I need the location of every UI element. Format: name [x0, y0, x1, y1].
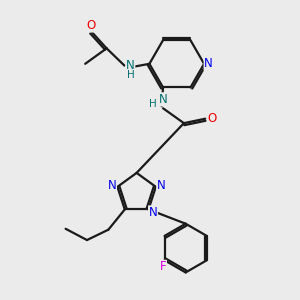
Text: N: N — [204, 57, 213, 70]
Text: O: O — [207, 112, 216, 125]
Text: O: O — [86, 19, 95, 32]
Text: N: N — [108, 179, 116, 192]
Text: N: N — [148, 206, 157, 219]
Text: H: H — [149, 99, 157, 109]
Text: N: N — [159, 93, 167, 106]
Text: F: F — [160, 260, 166, 273]
Text: N: N — [157, 179, 166, 192]
Text: N: N — [126, 59, 135, 72]
Text: H: H — [127, 70, 134, 80]
